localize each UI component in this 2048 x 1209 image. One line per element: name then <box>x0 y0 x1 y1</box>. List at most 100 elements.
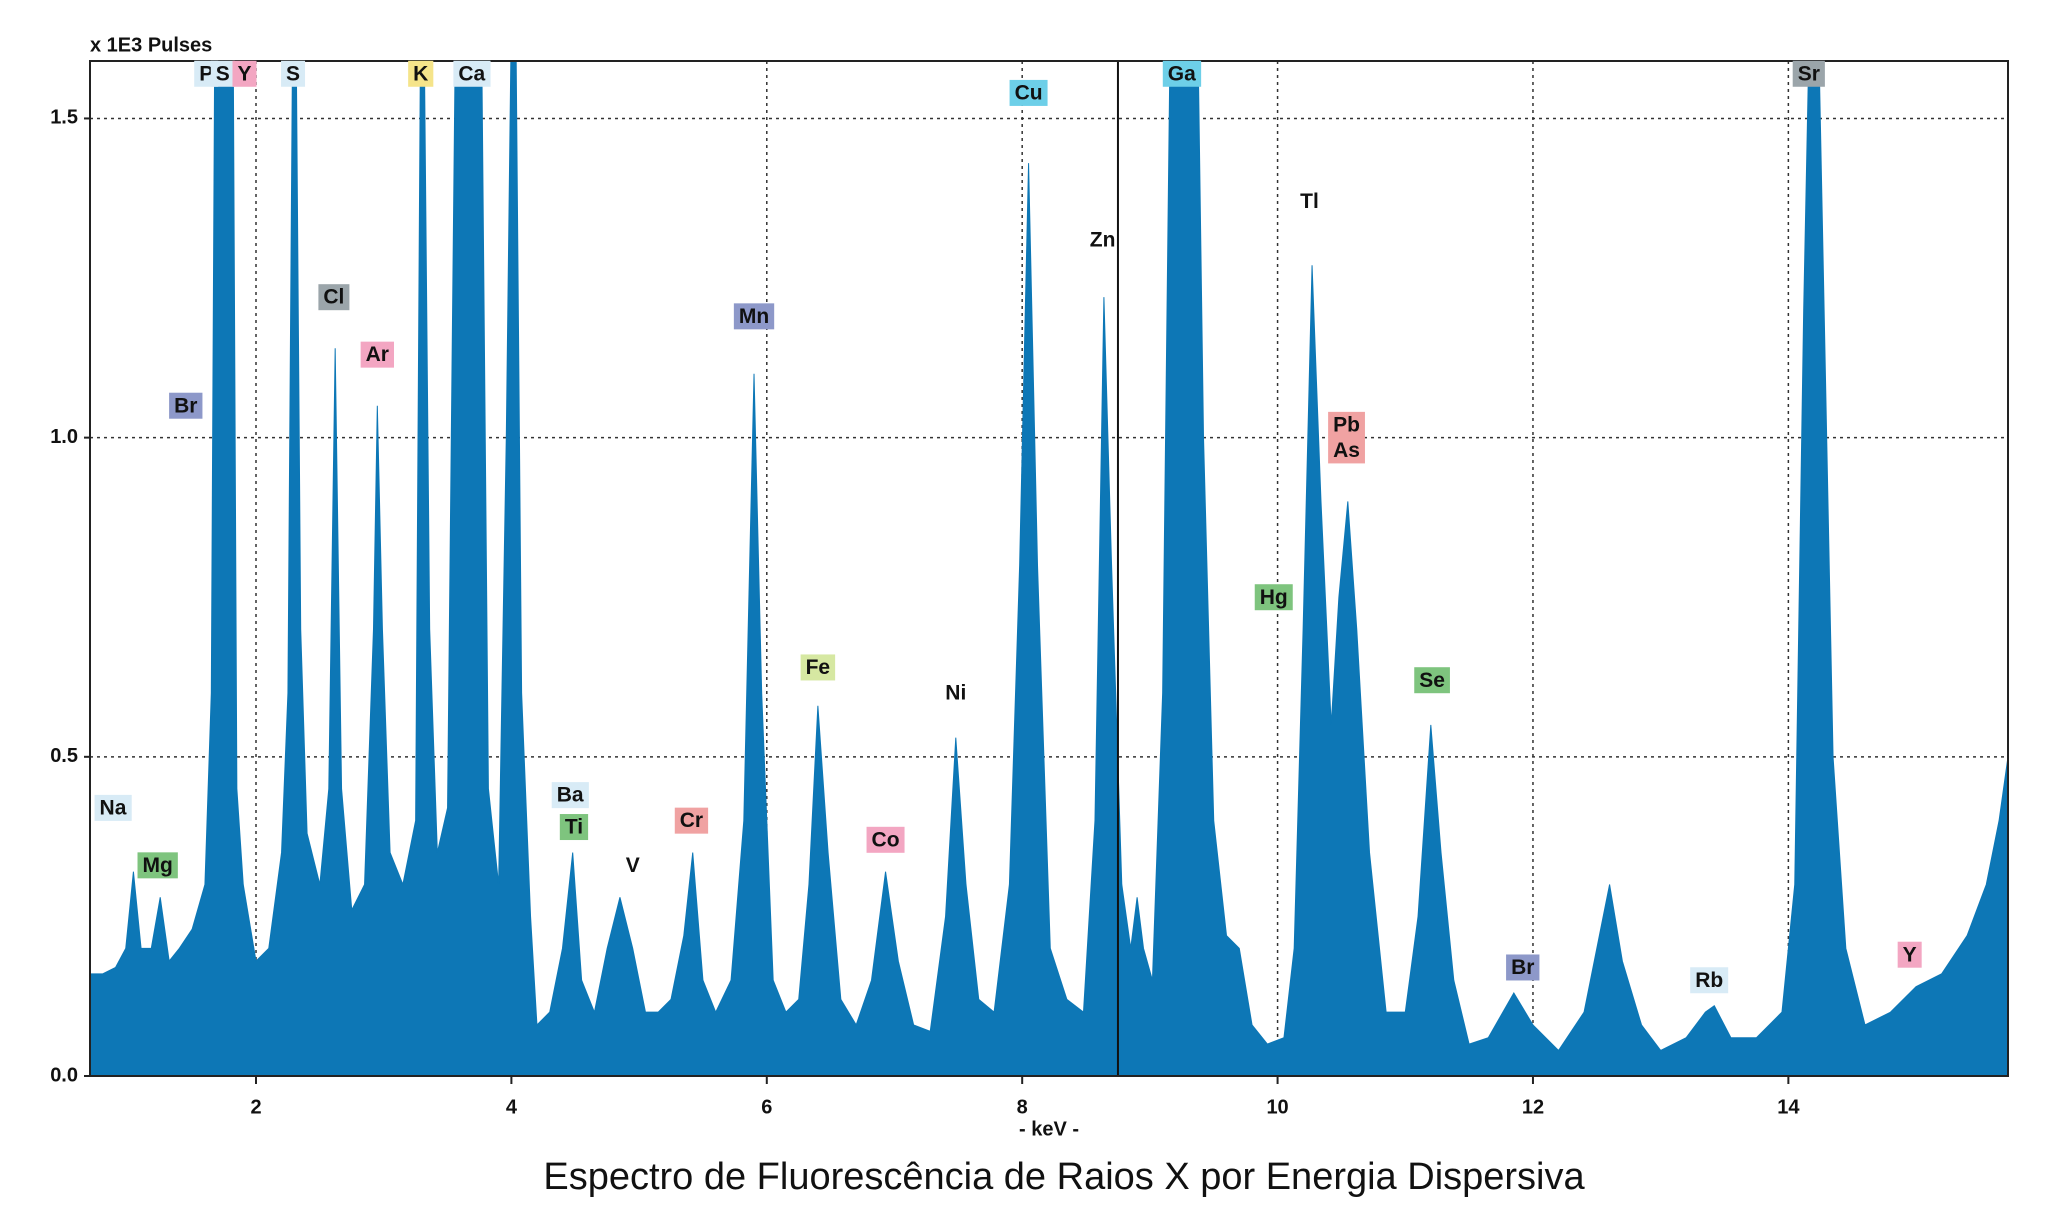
peak-annotation: As <box>1328 437 1365 464</box>
peak-annotation: Rb <box>1690 967 1729 994</box>
annotation-label: Cr <box>680 809 703 832</box>
x-tick-label: 8 <box>1017 1096 1028 1118</box>
annotation-box <box>866 826 905 853</box>
peak-annotation: Ti <box>559 814 589 841</box>
x-tick-label: 14 <box>1777 1096 1800 1118</box>
annotation-label: Co <box>872 828 900 851</box>
annotation-label: Mg <box>143 854 173 877</box>
annotation-label: Ti <box>565 816 583 839</box>
annotation-label: P <box>199 62 213 85</box>
peak-annotation: Y <box>232 60 257 87</box>
y-tick-label: 0.5 <box>50 745 78 767</box>
annotation-box <box>453 60 491 87</box>
annotation-label: Y <box>238 62 252 85</box>
peak-annotation: K <box>408 60 434 87</box>
x-tick-label: 10 <box>1266 1096 1288 1118</box>
x-tick-label: 12 <box>1522 1096 1544 1118</box>
annotation-box <box>1009 79 1048 106</box>
peak-annotation: S <box>210 60 235 87</box>
x-axis-label: - keV - <box>1019 1118 1079 1140</box>
peak-annotation: Co <box>866 826 905 853</box>
peak-annotation: Cu <box>1009 79 1048 106</box>
annotation-box <box>674 807 709 834</box>
peak-annotation: Mg <box>137 852 178 879</box>
annotation-box <box>559 814 589 841</box>
annotation-label: Br <box>1511 956 1534 979</box>
peak-annotation: Cr <box>674 807 709 834</box>
annotation-label: Rb <box>1695 969 1723 992</box>
annotation-label: Zn <box>1090 228 1116 251</box>
annotation-label: Na <box>100 796 127 819</box>
annotation-box <box>360 341 394 368</box>
annotation-box <box>1792 60 1825 87</box>
annotation-label: Y <box>1903 943 1917 966</box>
annotation-box <box>232 60 257 87</box>
peak-annotation: Fe <box>800 654 836 681</box>
annotation-label: Hg <box>1260 586 1288 609</box>
peak-annotation: Y <box>1897 941 1922 968</box>
annotation-label: Pb <box>1333 413 1360 436</box>
annotation-box <box>1328 437 1365 464</box>
plot-frame <box>89 60 2009 1077</box>
annotation-box <box>210 60 235 87</box>
peak-annotation: Br <box>1506 954 1540 981</box>
y-axis-label: x 1E3 Pulses <box>90 34 212 56</box>
annotation-label: V <box>626 854 640 877</box>
peak-annotation: Zn <box>1090 228 1116 251</box>
peak-annotation: Hg <box>1254 584 1293 611</box>
x-tick-label: 6 <box>761 1096 772 1118</box>
x-tick-label: 2 <box>250 1096 261 1118</box>
annotation-label: Br <box>174 394 197 417</box>
peak-annotation: Br <box>169 392 203 419</box>
annotation-label: Fe <box>806 656 831 679</box>
peak-annotation: Ca <box>453 60 491 87</box>
annotation-box <box>1897 941 1922 968</box>
annotation-label: Sr <box>1798 62 1820 85</box>
annotation-box <box>1506 954 1540 981</box>
peak-annotation: Ni <box>945 682 966 705</box>
annotation-label: Ar <box>366 343 389 366</box>
annotation-box <box>1414 667 1450 694</box>
peak-annotation: Sr <box>1792 60 1825 87</box>
peak-annotation: Ga <box>1162 60 1202 87</box>
annotation-label: Ba <box>557 784 584 807</box>
peak-annotation: Ba <box>551 782 589 809</box>
y-tick-label: 1.5 <box>50 107 78 129</box>
peak-annotation: Tl <box>1300 190 1319 213</box>
annotation-box <box>1162 60 1202 87</box>
chart-title: Espectro de Fluorescência de Raios X por… <box>543 1156 1585 1198</box>
annotation-label: Ni <box>945 682 966 705</box>
annotation-label: S <box>286 62 300 85</box>
annotation-label: Se <box>1419 669 1445 692</box>
annotation-box <box>281 60 306 87</box>
annotation-box <box>1254 584 1293 611</box>
annotation-label: S <box>216 62 230 85</box>
peak-annotation: V <box>626 854 640 877</box>
annotation-label: Ga <box>1168 62 1196 85</box>
y-tick-label: 0.0 <box>50 1064 78 1086</box>
peak-annotation: S <box>281 60 306 87</box>
annotation-box <box>800 654 836 681</box>
peak-annotation: Cl <box>318 284 350 311</box>
annotation-label: K <box>413 62 428 85</box>
annotation-box <box>169 392 203 419</box>
peak-annotation: Se <box>1414 667 1450 694</box>
plot <box>90 61 2008 1076</box>
annotation-label: Mn <box>739 305 769 328</box>
x-tick-label: 4 <box>506 1096 518 1118</box>
annotation-box <box>551 782 589 809</box>
annotation-box <box>1690 967 1729 994</box>
annotation-label: Ca <box>458 62 485 85</box>
annotation-box <box>137 852 178 879</box>
spectrum-area <box>90 61 2008 1076</box>
annotation-label: Cu <box>1015 81 1043 104</box>
annotation-label: As <box>1333 439 1360 462</box>
annotation-label: Tl <box>1300 190 1319 213</box>
annotation-box <box>408 60 434 87</box>
annotation-box <box>1328 411 1365 438</box>
peak-annotation: Ar <box>360 341 394 368</box>
annotation-box <box>733 303 775 330</box>
peak-annotation: Pb <box>1328 411 1365 438</box>
